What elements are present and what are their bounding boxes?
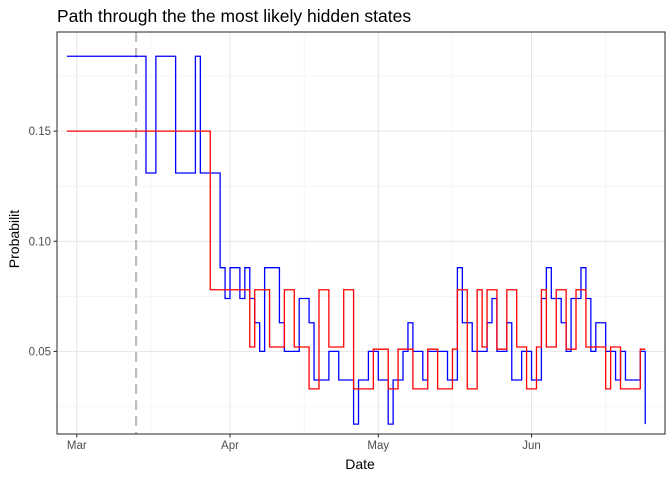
x-tick-label: May bbox=[367, 440, 389, 452]
chart-title: Path through the the most likely hidden … bbox=[57, 6, 411, 26]
series-line-red bbox=[66, 130, 646, 390]
series-group bbox=[66, 55, 646, 425]
plot-background bbox=[57, 32, 665, 434]
y-tick-label: 0.10 bbox=[29, 236, 51, 248]
y-axis-title: Probabilit bbox=[6, 210, 22, 268]
plot-panel bbox=[57, 32, 665, 434]
x-axis-title: Date bbox=[345, 456, 375, 472]
series-line-blue bbox=[66, 55, 646, 425]
y-tick-label: 0.15 bbox=[29, 126, 51, 138]
x-tick-label: Apr bbox=[221, 440, 239, 452]
panel-border bbox=[56, 31, 666, 435]
x-tick-label: Mar bbox=[67, 440, 87, 452]
y-tick-label: 0.05 bbox=[29, 346, 51, 358]
x-tick-label: Jun bbox=[522, 440, 541, 452]
plot-frame bbox=[56, 31, 666, 435]
y-axis: 0.05 0.10 0.15 bbox=[29, 126, 57, 358]
x-axis: Mar Apr May Jun bbox=[67, 434, 541, 452]
